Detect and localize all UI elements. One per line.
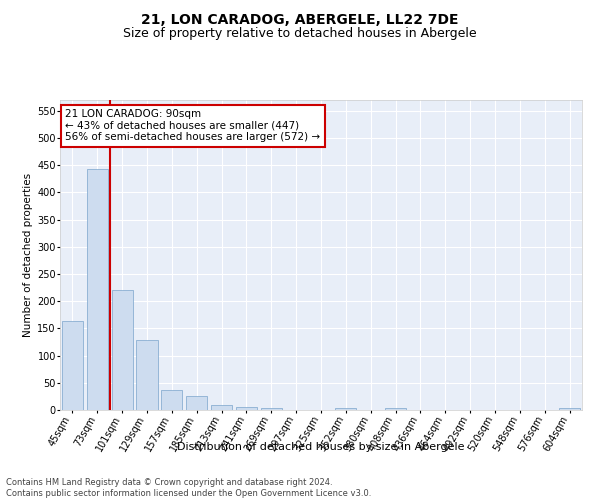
- Bar: [236, 408, 257, 410]
- Text: 21 LON CARADOG: 90sqm
← 43% of detached houses are smaller (447)
56% of semi-det: 21 LON CARADOG: 90sqm ← 43% of detached …: [65, 110, 320, 142]
- Y-axis label: Number of detached properties: Number of detached properties: [23, 173, 33, 337]
- Bar: [186, 396, 207, 410]
- Text: Size of property relative to detached houses in Abergele: Size of property relative to detached ho…: [123, 28, 477, 40]
- Bar: [112, 290, 133, 410]
- Bar: [211, 404, 232, 410]
- Text: 21, LON CARADOG, ABERGELE, LL22 7DE: 21, LON CARADOG, ABERGELE, LL22 7DE: [141, 12, 459, 26]
- Bar: [261, 408, 282, 410]
- Bar: [385, 408, 406, 410]
- Bar: [161, 390, 182, 410]
- Bar: [335, 408, 356, 410]
- Text: Contains HM Land Registry data © Crown copyright and database right 2024.
Contai: Contains HM Land Registry data © Crown c…: [6, 478, 371, 498]
- Bar: [559, 408, 580, 410]
- Bar: [136, 340, 158, 410]
- Bar: [62, 322, 83, 410]
- Text: Distribution of detached houses by size in Abergele: Distribution of detached houses by size …: [177, 442, 465, 452]
- Bar: [87, 169, 108, 410]
